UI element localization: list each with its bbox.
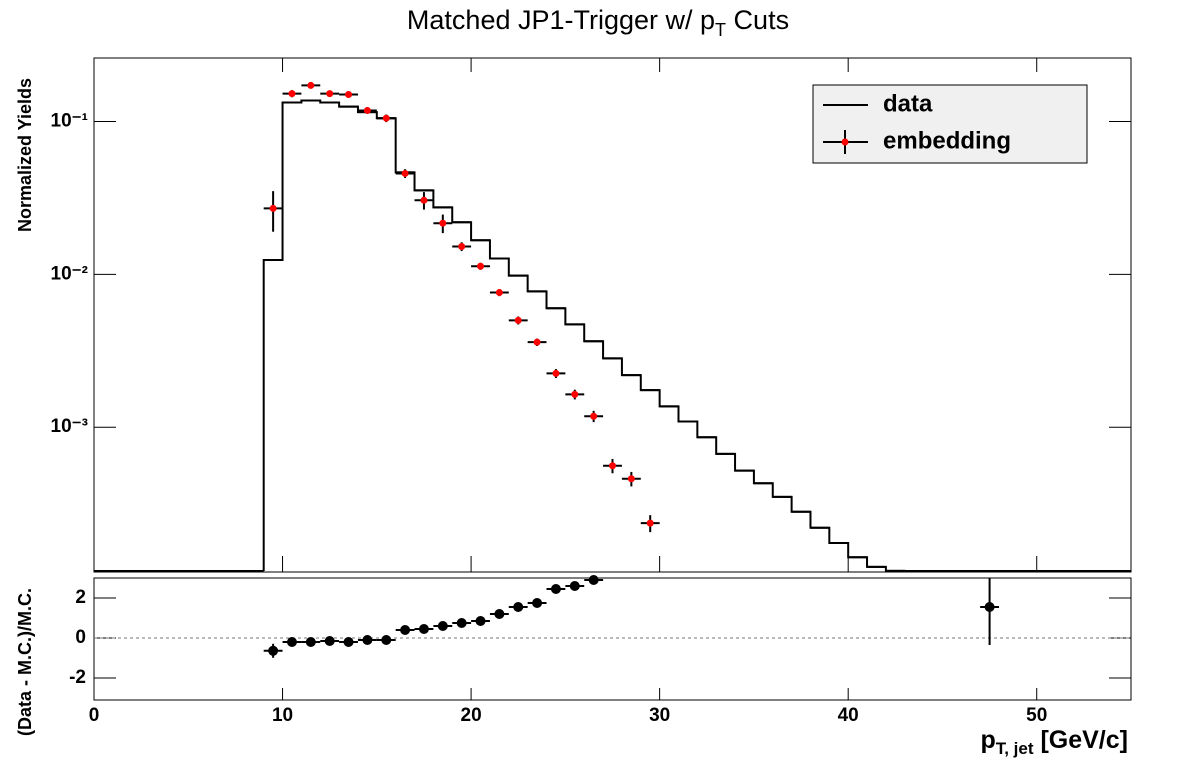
point	[494, 609, 505, 619]
point	[305, 637, 316, 647]
point	[627, 475, 635, 483]
point	[495, 289, 503, 297]
x-tick-label: 0	[89, 705, 100, 726]
point	[514, 316, 522, 324]
point	[569, 581, 580, 591]
point	[418, 624, 429, 634]
point	[513, 602, 524, 612]
xlabel-rest: [GeV/c]	[1034, 726, 1128, 754]
point	[324, 636, 335, 646]
legend-marker	[841, 138, 849, 146]
point	[400, 625, 411, 635]
point	[307, 81, 315, 89]
point	[362, 635, 373, 645]
x-tick-label: 20	[461, 705, 482, 726]
point	[571, 390, 579, 398]
point	[984, 602, 995, 612]
legend-label: data	[883, 90, 933, 117]
chart-title: Matched JP1-Trigger w/ pT Cuts	[407, 5, 789, 40]
point	[609, 462, 616, 470]
y-axis-label: Normalized Yields	[15, 78, 35, 232]
point	[550, 584, 561, 594]
point	[437, 621, 448, 631]
ratio-frame	[93, 577, 1132, 701]
top-frame	[93, 57, 1132, 573]
point	[533, 338, 541, 346]
y-tick-label: 10⁻³	[51, 416, 89, 437]
x-tick-label: 10	[272, 705, 293, 726]
point	[420, 196, 428, 204]
legend-label: embedding	[883, 127, 1011, 154]
x-tick-label: 30	[649, 705, 670, 726]
point	[288, 90, 296, 98]
x-tick-label: 50	[1026, 705, 1047, 726]
y-tick-label: 10⁻¹	[51, 110, 89, 131]
point	[345, 91, 353, 99]
point	[269, 204, 277, 212]
point	[477, 262, 485, 270]
point	[456, 618, 467, 628]
point	[475, 616, 486, 626]
point	[552, 369, 560, 377]
point	[363, 106, 371, 114]
y-tick-label: 10⁻²	[51, 263, 89, 284]
point	[286, 637, 297, 647]
y-tick-label: 0	[75, 627, 86, 648]
title-rest: Cuts	[726, 5, 789, 35]
point	[401, 169, 409, 177]
point	[439, 219, 447, 227]
point	[381, 635, 392, 645]
point	[268, 645, 279, 656]
point	[532, 598, 543, 608]
y-tick-label: -2	[69, 667, 86, 688]
point	[326, 90, 334, 98]
point	[458, 243, 466, 251]
title-main: Matched JP1-Trigger w/ p	[407, 5, 715, 35]
point	[588, 575, 599, 585]
x-tick-label: 40	[838, 705, 859, 726]
ratio-y-axis-label: (Data - M.C.)/M.C.	[15, 588, 35, 736]
xlabel-sub: T, jet	[996, 739, 1034, 758]
legend-box	[812, 84, 1088, 164]
title-sub: T	[715, 20, 726, 40]
point	[343, 637, 354, 647]
point	[382, 114, 390, 122]
point	[646, 519, 654, 527]
point	[590, 412, 598, 420]
xlabel-main: p	[980, 726, 995, 754]
x-axis-label: pT, jet [GeV/c]	[980, 726, 1128, 759]
y-tick-label: 2	[75, 587, 86, 608]
